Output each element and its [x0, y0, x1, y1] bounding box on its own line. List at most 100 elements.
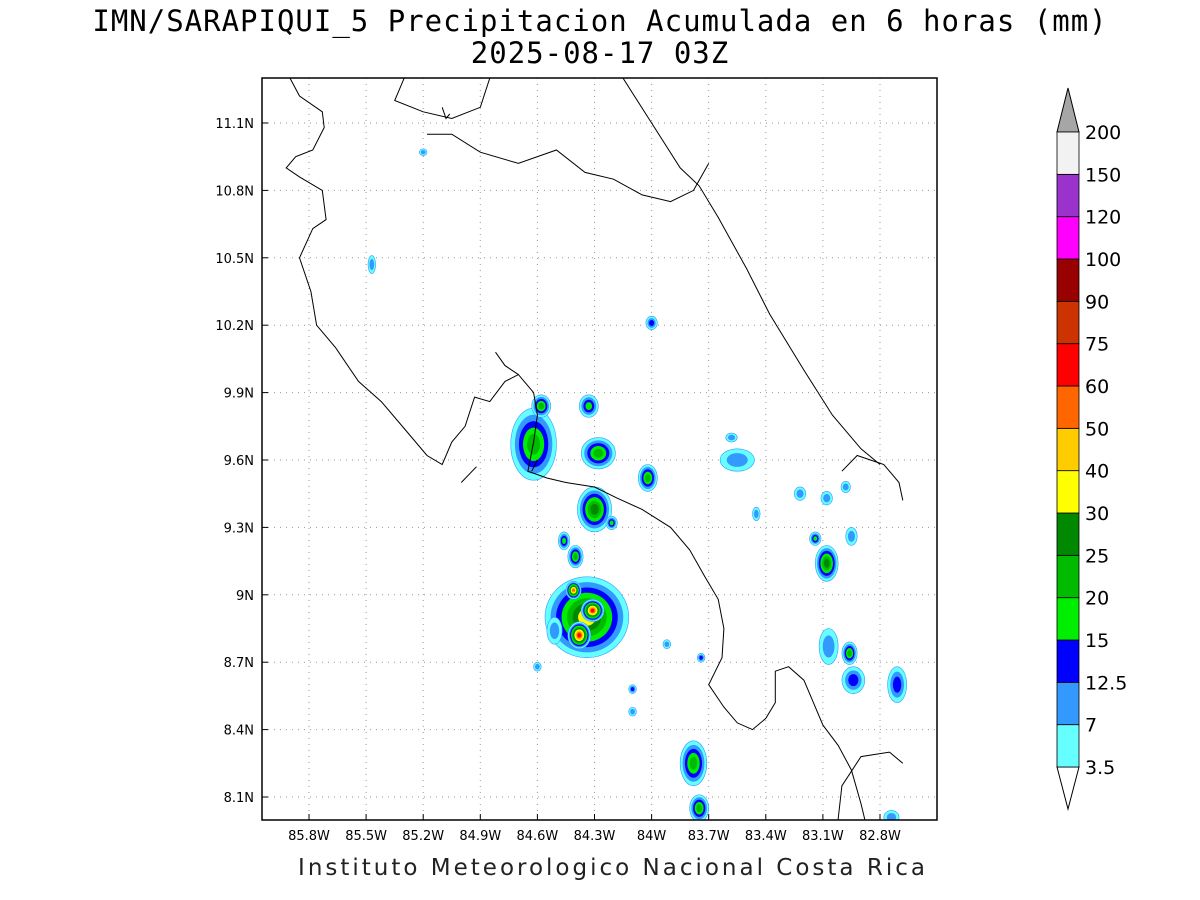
colorbar-level-label: 12.5	[1085, 672, 1127, 694]
lon-tick-label: 84.6W	[516, 829, 558, 844]
lat-tick-label: 8.4N	[224, 724, 254, 739]
rain-contour	[847, 650, 852, 657]
rain-cell	[719, 448, 755, 472]
map-frame	[261, 77, 938, 821]
map-subtitle: 2025-08-17 03Z	[470, 36, 730, 70]
rain-contour	[649, 319, 655, 326]
lat-tick-label: 9N	[236, 589, 254, 604]
colorbar-swatch	[1056, 385, 1080, 429]
colorbar-level-label: 90	[1085, 291, 1109, 313]
colorbar-swatch	[1056, 724, 1080, 768]
colorbar-level-label: 100	[1085, 249, 1121, 271]
colorbar-over-arrow	[1056, 87, 1080, 133]
rain-contour	[609, 520, 614, 526]
rain-contour	[796, 489, 804, 498]
rain-contour	[842, 483, 849, 491]
rain-cell	[637, 464, 658, 492]
rain-contour	[577, 633, 581, 638]
rain-cell	[578, 394, 599, 418]
rain-cell	[689, 794, 709, 820]
rain-cell	[419, 148, 428, 156]
rain-contour	[699, 655, 703, 660]
colorbar-swatch	[1056, 639, 1080, 683]
rain-contour	[572, 588, 576, 592]
rain-cell	[818, 628, 839, 665]
rain-contours	[367, 148, 907, 820]
rain-cell	[567, 545, 584, 569]
coastline	[441, 107, 451, 120]
lat-tick-label: 9.3N	[224, 521, 254, 536]
colorbar-under-arrow	[1056, 766, 1080, 811]
colorbar-level-label: 25	[1085, 545, 1109, 567]
colorbar-level-label: 60	[1085, 376, 1109, 398]
rain-contour	[369, 259, 375, 271]
footer-credit: Instituto Meteorologico Nacional Costa R…	[298, 855, 928, 881]
colorbar-level-label: 150	[1085, 164, 1121, 186]
lon-tick-label: 83.1W	[802, 829, 844, 844]
rain-cell	[679, 740, 708, 787]
lat-tick-label: 10.2N	[215, 319, 254, 334]
rain-cell	[794, 486, 807, 501]
lat-tick-label: 11.1N	[215, 117, 254, 132]
gridlines	[262, 78, 937, 820]
rain-contour	[813, 536, 818, 541]
rain-cell	[662, 639, 671, 650]
lon-tick-label: 85.2W	[402, 829, 444, 844]
rain-contour	[848, 674, 859, 687]
colorbar-level-label: 30	[1085, 503, 1109, 525]
lon-tick-label: 83.4W	[745, 829, 787, 844]
latitude-axis: 11.1N 10.8N 10.5N 10.2N 9.9N 9.6N 9.3N 9N 8.7N 8.…	[215, 117, 268, 806]
colorbar-level-label: 50	[1085, 418, 1109, 440]
lon-tick-label: 85.5W	[345, 829, 387, 844]
coastline	[460, 466, 477, 483]
colorbar-swatch	[1056, 258, 1080, 302]
rain-cell	[546, 616, 563, 645]
colorbar-level-label: 3.5	[1085, 757, 1115, 779]
rain-cell	[558, 531, 571, 551]
colorbar: 3.5 7 12.5 15 20 25 30 40 50 60 75 90 100 120 150 200	[1056, 87, 1127, 811]
coastline	[394, 78, 491, 120]
colorbar-swatch	[1056, 597, 1080, 641]
rain-contour	[753, 509, 759, 519]
rain-contour	[696, 804, 702, 813]
coastline	[427, 133, 710, 203]
rain-cell	[577, 486, 612, 533]
rain-contour	[689, 756, 698, 770]
rain-cell	[605, 515, 618, 530]
rain-cell	[887, 666, 907, 703]
lon-tick-label: 82.8W	[859, 829, 901, 844]
coastline	[531, 459, 538, 472]
rain-cell	[696, 652, 706, 663]
colorbar-level-label: 7	[1085, 715, 1097, 737]
lon-tick-label: 83.7W	[688, 829, 730, 844]
rain-cell	[628, 684, 637, 694]
rain-contour	[630, 687, 635, 692]
rain-contour	[549, 622, 560, 640]
rain-cell	[809, 531, 822, 546]
coastline	[495, 351, 519, 376]
rain-contour	[630, 708, 635, 715]
rain-cell	[367, 255, 376, 274]
rain-cell	[645, 315, 658, 330]
coastline	[622, 78, 881, 465]
rain-cell	[845, 527, 858, 546]
lat-tick-label: 9.9N	[224, 387, 254, 402]
lon-tick-label: 84W	[637, 829, 667, 844]
colorbar-swatch	[1056, 216, 1080, 260]
lon-tick-label: 85.8W	[288, 829, 330, 844]
colorbar-swatch	[1056, 681, 1080, 726]
colorbar-level-label: 40	[1085, 461, 1109, 483]
rain-cell	[567, 621, 591, 650]
lat-tick-label: 10.5N	[215, 252, 254, 267]
rain-cell	[752, 506, 761, 521]
lat-tick-label: 8.1N	[224, 791, 254, 806]
colorbar-swatch	[1056, 131, 1080, 175]
rain-contour	[535, 663, 540, 670]
colorbar-swatch	[1056, 300, 1080, 345]
colorbar-level-label: 15	[1085, 630, 1109, 652]
colorbar-level-label: 20	[1085, 588, 1109, 610]
coastline	[837, 751, 904, 820]
rain-contour	[538, 402, 544, 410]
rain-contour	[847, 530, 855, 542]
rain-contour	[892, 676, 902, 693]
